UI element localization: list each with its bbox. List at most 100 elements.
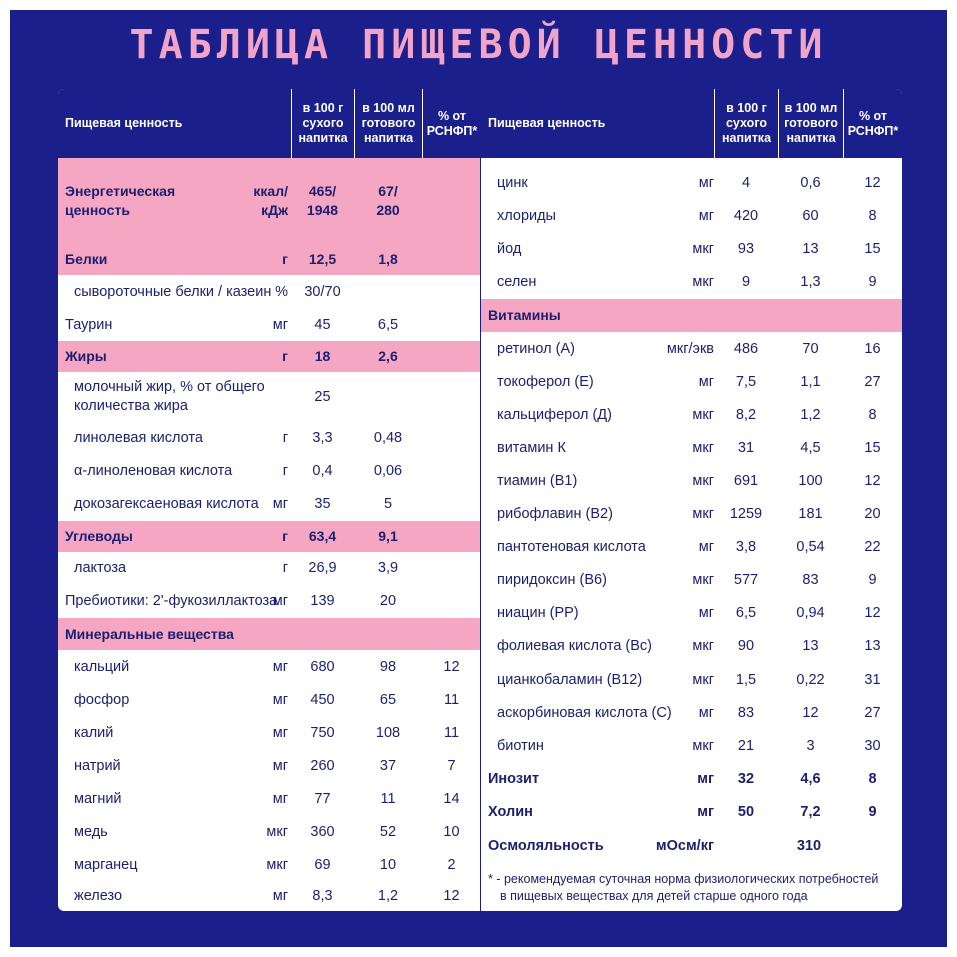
nutrient-name-text: Белки xyxy=(65,251,108,267)
ready-value: 1,2 xyxy=(354,882,422,911)
pct-value-text: 27 xyxy=(864,704,881,721)
ready-value-text: 0,54 xyxy=(796,539,825,556)
unit-text: мг xyxy=(272,692,288,708)
ready-value: 1,3 xyxy=(778,266,843,299)
unit-cell: мкг xyxy=(641,498,714,531)
table-row: Таурин мг 45 6,5 xyxy=(58,309,481,341)
pct-value: 11 xyxy=(422,717,481,750)
dry-value: 577 xyxy=(714,564,778,597)
pct-value: 14 xyxy=(422,783,481,816)
unit-text: мг xyxy=(272,316,288,333)
unit-cell: мг xyxy=(238,783,288,816)
ready-value-text: 12 xyxy=(802,704,819,721)
ready-value: 0,54 xyxy=(778,531,843,564)
unit-cell: мг xyxy=(641,697,714,730)
unit-text: мкг xyxy=(692,439,714,456)
unit-cell: мкг xyxy=(641,432,714,465)
table-row: фосфор мг 450 65 11 xyxy=(58,684,481,717)
ready-value: 6,5 xyxy=(354,309,422,341)
ready-value-text: 4,5 xyxy=(800,439,821,456)
ready-value-text: 13 xyxy=(802,241,819,258)
unit-text: мг xyxy=(272,725,288,741)
ready-value-text: 9,1 xyxy=(378,528,398,544)
dry-value-text: 6,5 xyxy=(735,605,757,622)
unit-cell: мг xyxy=(641,763,714,796)
ready-value-text: 108 xyxy=(375,725,401,741)
nutrient-name-text: линолевая кислота xyxy=(74,430,203,446)
pct-value: 16 xyxy=(843,333,902,366)
nutrient-name: марганец xyxy=(74,849,287,882)
dry-value: 3,8 xyxy=(714,531,778,564)
pct-value xyxy=(422,372,481,422)
ready-value: 181 xyxy=(778,498,843,531)
ready-value: 98 xyxy=(354,651,422,684)
header-dry-l2: сухого xyxy=(302,116,344,130)
pct-value xyxy=(422,618,481,650)
ready-value: 67/280 xyxy=(354,158,422,244)
table-row: марганец мкг 69 10 2 xyxy=(58,849,481,882)
dry-value-text: 12,5 xyxy=(308,251,337,267)
nutrient-name: кальций xyxy=(74,651,287,684)
pct-value-text: 14 xyxy=(443,791,460,807)
ready-value: 0,06 xyxy=(354,455,422,488)
unit-text: г xyxy=(282,560,288,576)
unit-cell: г xyxy=(238,521,288,552)
nutrient-name: кальциферол (Д) xyxy=(497,399,710,432)
unit-cell xyxy=(641,299,714,332)
unit-text: мкг xyxy=(692,671,714,688)
unit-text: мкг xyxy=(266,857,288,873)
ready-value: 1,8 xyxy=(354,244,422,275)
unit-text: мкг xyxy=(692,274,714,291)
nutrient-name-text: Энергетическая xyxy=(65,183,176,199)
nutrient-name: биотин xyxy=(497,730,710,763)
dry-value: 93 xyxy=(714,233,778,266)
dry-value: 750 xyxy=(291,717,354,750)
header-name: Пищевая ценность xyxy=(488,116,606,130)
header-dry-l1: в 100 г xyxy=(726,101,767,115)
ready-value: 10 xyxy=(354,849,422,882)
unit-text: мкг xyxy=(692,472,714,489)
dry-value-text: 32 xyxy=(737,770,755,787)
unit-cell: мкг xyxy=(641,730,714,763)
dry-value: 465/1948 xyxy=(291,158,354,244)
table-row: магний мг 77 11 14 xyxy=(58,783,481,816)
unit-cell: мкг xyxy=(238,849,288,882)
pct-value: 9 xyxy=(843,564,902,597)
unit-text: г xyxy=(282,348,288,364)
ready-value-text: 0,22 xyxy=(796,671,825,688)
ready-value-text: 10 xyxy=(379,857,397,873)
dry-value: 35 xyxy=(291,488,354,521)
unit-text: мкг xyxy=(266,824,288,840)
pct-value-text: 9 xyxy=(868,274,877,291)
dry-value: 6,5 xyxy=(714,597,778,630)
dry-value-text: 465/ xyxy=(308,183,337,199)
dry-value: 45 xyxy=(291,309,354,341)
unit-cell: г xyxy=(238,341,288,372)
table-row: тиамин (В1) мкг 691 100 12 xyxy=(481,465,902,498)
nutrient-name-text: сывороточные белки / казеин xyxy=(74,283,272,300)
dry-value: 90 xyxy=(714,630,778,663)
dry-value: 8,3 xyxy=(291,882,354,911)
nutrient-name-text: Минеральные вещества xyxy=(65,625,234,642)
dry-value-text: 4 xyxy=(741,175,751,191)
right-table-half: Пищевая ценность в 100 г сухого напитка в … xyxy=(481,89,902,911)
ready-value xyxy=(354,618,422,650)
unit-text: мкг xyxy=(692,406,714,423)
unit-text: г xyxy=(282,463,288,479)
dry-value-text-2: 1948 xyxy=(306,202,339,218)
ready-value-text: 13 xyxy=(802,638,819,655)
unit-text: мкг xyxy=(692,506,714,522)
table-row: кальций мг 680 98 12 xyxy=(58,651,481,684)
dry-value-text: 486 xyxy=(733,340,759,357)
nutrient-name-text: натрий xyxy=(74,758,121,774)
ready-value-text: 83 xyxy=(802,572,819,589)
pct-value xyxy=(422,341,481,372)
pct-value: 9 xyxy=(843,796,902,829)
nutrient-name-text: докозагексаеновая кислота xyxy=(74,496,259,512)
unit-text-2: кДж xyxy=(261,202,288,218)
nutrient-name-text: йод xyxy=(497,241,522,258)
header-rsnfp-l2: РСНФП* xyxy=(847,123,899,138)
nutrient-name: тиамин (В1) xyxy=(497,465,710,498)
table-row: Жиры г 18 2,6 xyxy=(58,341,481,372)
nutrient-name-text: кальций xyxy=(74,659,130,675)
